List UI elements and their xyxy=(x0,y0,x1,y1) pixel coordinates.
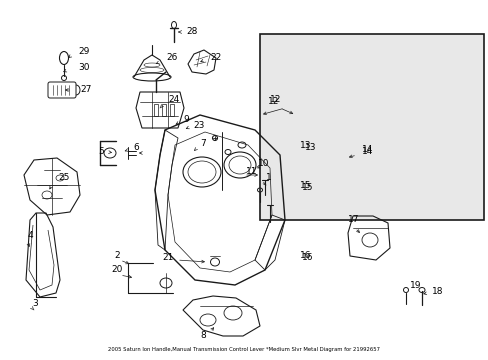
Text: 16: 16 xyxy=(302,253,313,262)
Text: 7: 7 xyxy=(200,139,205,148)
Bar xyxy=(170,104,174,116)
Bar xyxy=(162,104,165,116)
Text: 8: 8 xyxy=(200,330,205,339)
Bar xyxy=(154,104,158,116)
Text: 10: 10 xyxy=(258,158,269,167)
Text: 4: 4 xyxy=(28,230,34,239)
Text: 27: 27 xyxy=(80,85,91,94)
Text: 15: 15 xyxy=(299,180,311,189)
Text: 25: 25 xyxy=(58,174,69,183)
Text: 17: 17 xyxy=(347,216,359,225)
Text: 13: 13 xyxy=(299,140,311,149)
Text: 12: 12 xyxy=(269,95,281,104)
Text: 3: 3 xyxy=(32,298,38,307)
Text: 21: 21 xyxy=(162,253,173,262)
Text: 12: 12 xyxy=(267,98,279,107)
Text: 18: 18 xyxy=(431,288,443,297)
Text: 19: 19 xyxy=(409,280,421,289)
Text: 22: 22 xyxy=(209,53,221,62)
Bar xyxy=(260,34,483,220)
Text: 30: 30 xyxy=(78,63,89,72)
Text: 14: 14 xyxy=(361,148,373,157)
Text: 26: 26 xyxy=(165,54,177,63)
Text: 24: 24 xyxy=(168,95,179,104)
Text: 6: 6 xyxy=(133,144,139,153)
Text: 14: 14 xyxy=(361,145,373,154)
Text: 16: 16 xyxy=(299,251,311,260)
Text: 2: 2 xyxy=(114,251,120,260)
Text: 1: 1 xyxy=(265,174,271,183)
Text: 11: 11 xyxy=(245,167,257,176)
Text: 13: 13 xyxy=(305,144,316,153)
Text: 5: 5 xyxy=(98,148,103,157)
Text: 23: 23 xyxy=(193,121,204,130)
Text: 15: 15 xyxy=(302,184,313,193)
Text: 2005 Saturn Ion Handle,Manual Transmission Control Lever *Medium Slvr Metal Diag: 2005 Saturn Ion Handle,Manual Transmissi… xyxy=(108,347,380,352)
Text: 9: 9 xyxy=(183,114,188,123)
Text: 20: 20 xyxy=(111,266,122,274)
Text: 28: 28 xyxy=(185,27,197,36)
Text: 29: 29 xyxy=(78,48,89,57)
